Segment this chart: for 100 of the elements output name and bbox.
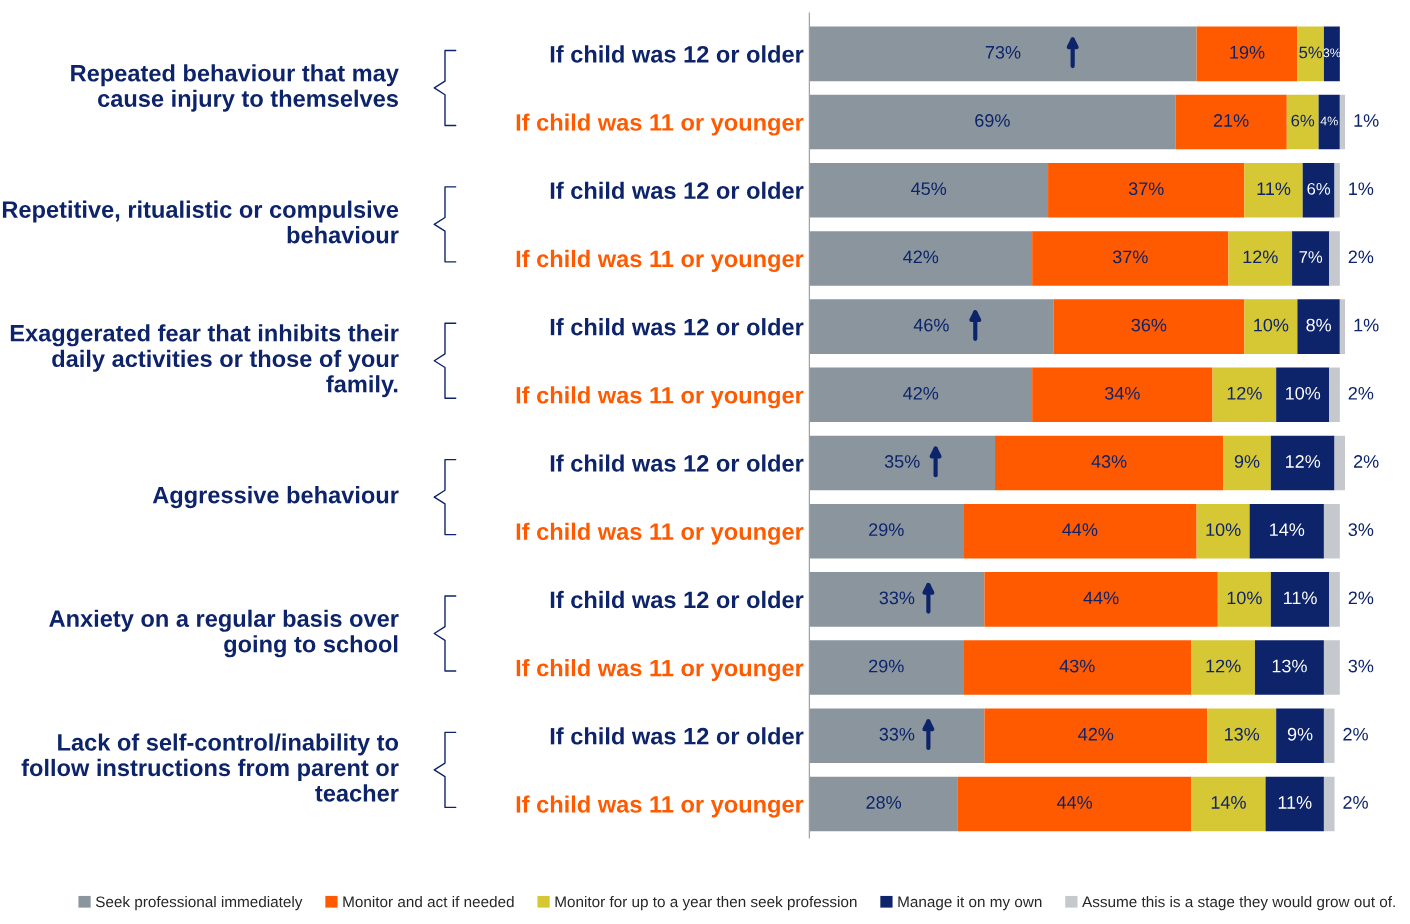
bar <box>1254 640 1324 695</box>
bar <box>1249 503 1324 559</box>
data-label: 2% <box>1348 250 1374 264</box>
bar <box>1196 26 1298 82</box>
bar <box>809 367 1033 423</box>
bar <box>1323 776 1335 832</box>
bar <box>1212 367 1277 423</box>
text: Exaggerated fear that inhibits their daily activities or those of your family. <box>10 324 399 398</box>
bar <box>809 26 1197 82</box>
data-label: 42% <box>1078 727 1114 741</box>
data-label: 2% <box>1348 591 1374 605</box>
bar <box>984 708 1208 764</box>
data-label: 13% <box>1272 659 1307 673</box>
bar <box>1323 708 1335 764</box>
data-label: 6% <box>1291 114 1315 127</box>
bar <box>1048 162 1245 218</box>
data-label: 12% <box>1206 659 1241 673</box>
data-label: 46% <box>913 318 949 332</box>
data-label: 3% <box>1348 523 1374 537</box>
data-label: 33% <box>879 727 915 741</box>
bar <box>1276 708 1324 764</box>
bar <box>984 572 1218 627</box>
bar <box>1292 231 1330 286</box>
bar <box>1323 640 1340 695</box>
bar <box>1297 26 1324 82</box>
bar <box>1228 231 1293 286</box>
bar <box>809 231 1033 286</box>
data-label: 11% <box>1278 796 1312 809</box>
data-label: 2% <box>1354 455 1379 468</box>
data-label: 1% <box>1354 114 1379 127</box>
bar <box>963 503 1197 559</box>
legend-label: Manage it on my own <box>898 896 1042 911</box>
data-label: 9% <box>1287 727 1313 741</box>
text: Anxiety on a regular basis over going to school <box>49 609 399 658</box>
data-label: 19% <box>1230 45 1265 59</box>
bar <box>1318 94 1340 150</box>
bar <box>1302 162 1335 218</box>
bar <box>809 435 996 491</box>
bar <box>1329 572 1340 627</box>
y-tick-label: If child was 11 or younger <box>516 249 804 272</box>
bar <box>1276 367 1330 423</box>
legend-label: Assume this is a stage they would grow out of. <box>1082 896 1395 911</box>
y-tick-label: If child was 12 or older <box>550 45 804 63</box>
data-label: 10% <box>1254 318 1289 332</box>
data-label: 44% <box>1083 591 1119 605</box>
data-label: 3% <box>1348 659 1374 673</box>
text: Repetitive, ritualistic or compulsive behaviour <box>2 200 399 244</box>
bar <box>1053 299 1245 354</box>
bar <box>1265 776 1324 832</box>
bar <box>1339 299 1346 354</box>
legend-label: Seek professional immediately <box>95 896 303 911</box>
y-tick-label: If child was 12 or older <box>550 454 804 472</box>
data-label: 29% <box>869 523 904 537</box>
data-label: 1% <box>1349 182 1374 196</box>
data-label: 4% <box>1320 116 1338 126</box>
data-label: 2% <box>1343 796 1368 809</box>
data-label: 2% <box>1348 386 1374 400</box>
bar <box>1217 572 1271 627</box>
bar <box>1297 299 1340 354</box>
bar <box>1323 503 1340 559</box>
data-label: 44% <box>1056 796 1093 809</box>
data-label: 43% <box>1059 659 1095 673</box>
y-tick-label: If child was 11 or younger <box>516 113 804 136</box>
bar <box>809 94 1176 150</box>
y-tick-label: If child was 11 or younger <box>516 386 804 409</box>
bar <box>809 503 964 559</box>
legend-label: Monitor and act if needed <box>343 896 514 908</box>
bar <box>1270 435 1335 491</box>
y-tick-label: If child was 12 or older <box>550 727 804 745</box>
bar <box>995 435 1224 491</box>
data-label: 10% <box>1206 523 1241 537</box>
bar <box>1286 94 1319 150</box>
data-label: 11% <box>1257 182 1291 196</box>
bar <box>809 708 985 764</box>
data-label: 34% <box>1104 386 1140 400</box>
data-label: 6% <box>1307 182 1331 195</box>
bar <box>1339 94 1346 150</box>
data-label: 10% <box>1286 386 1321 400</box>
data-label: 12% <box>1243 250 1278 264</box>
data-label: 1% <box>1354 318 1379 332</box>
bar <box>1329 231 1340 286</box>
bar <box>1270 572 1330 627</box>
data-label: 33% <box>879 591 915 605</box>
data-label: 21% <box>1213 114 1249 127</box>
data-label: 2% <box>1343 727 1368 741</box>
data-label: 13% <box>1225 727 1260 741</box>
text: Lack of self-control/inability to follow instructions from parent or teacher <box>21 733 399 802</box>
bar <box>1032 367 1213 423</box>
data-label: 45% <box>911 182 947 196</box>
data-label: 37% <box>1112 250 1148 264</box>
bar <box>957 776 1192 832</box>
data-label: 14% <box>1211 796 1246 809</box>
data-label: 73% <box>985 45 1021 59</box>
data-label: 42% <box>903 386 939 400</box>
data-label: 8% <box>1306 318 1332 332</box>
data-label: 69% <box>975 114 1010 127</box>
bar <box>809 162 1049 218</box>
data-label: 37% <box>1128 182 1164 196</box>
data-label: 12% <box>1227 386 1262 400</box>
bar <box>1244 299 1298 354</box>
